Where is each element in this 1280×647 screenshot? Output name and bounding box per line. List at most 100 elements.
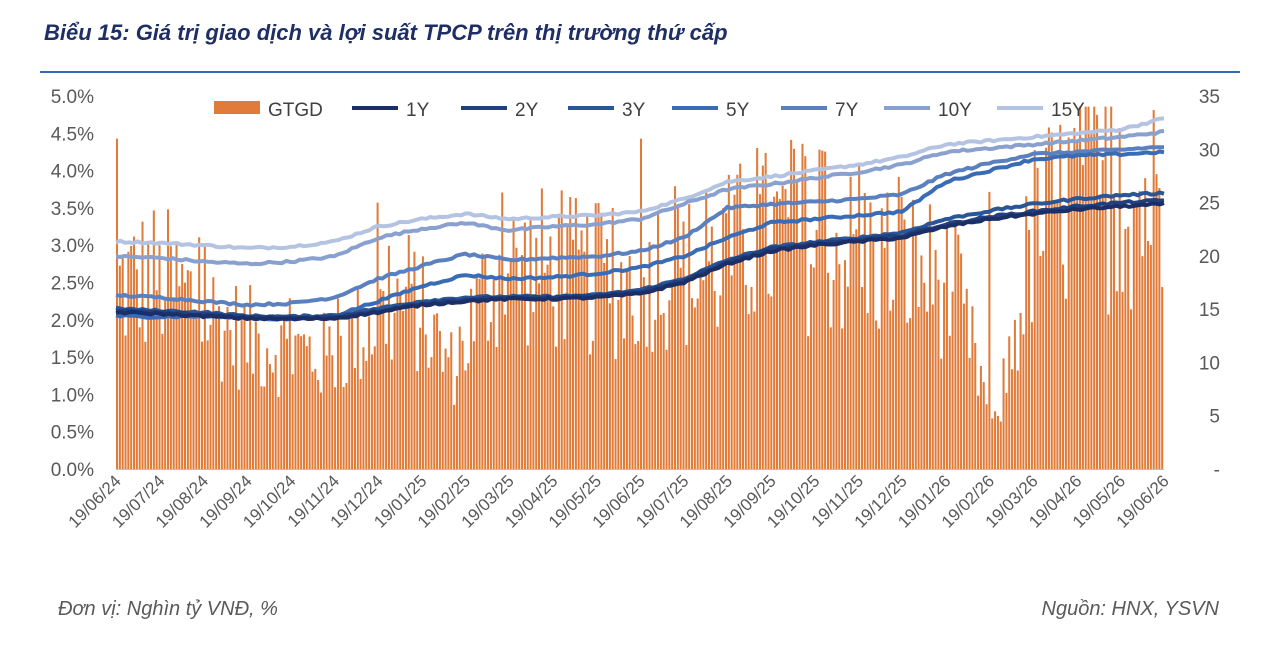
bar-gtgd <box>144 341 147 469</box>
unit-note: Đơn vị: Nghìn tỷ VNĐ, % <box>58 598 278 620</box>
bar-gtgd <box>784 189 787 470</box>
bar-gtgd <box>736 174 739 469</box>
bar-gtgd <box>436 313 439 469</box>
y-right-tick-label: - <box>1214 460 1220 481</box>
bar-gtgd <box>178 286 181 469</box>
bar-gtgd <box>829 327 832 469</box>
bar-gtgd <box>580 230 583 469</box>
bar-gtgd <box>430 357 433 469</box>
bar-gtgd <box>489 322 492 469</box>
legend-swatch-gtgd <box>214 101 260 114</box>
bar-gtgd <box>1127 226 1130 469</box>
bar-gtgd <box>484 255 487 469</box>
bar-gtgd <box>688 204 691 469</box>
bar-gtgd <box>121 257 124 469</box>
bar-gtgd <box>926 311 929 469</box>
bar-gtgd <box>1062 264 1065 469</box>
bar-gtgd <box>387 245 390 469</box>
line-10y <box>115 128 1165 267</box>
bar-gtgd <box>1096 114 1099 470</box>
bar-gtgd <box>198 237 201 469</box>
bar-gtgd <box>900 196 903 469</box>
bar-gtgd <box>368 316 371 469</box>
bar-gtgd <box>977 395 980 469</box>
bar-gtgd <box>758 194 761 469</box>
bar-gtgd <box>1113 193 1116 469</box>
bar-gtgd <box>1056 202 1059 469</box>
bar-gtgd <box>155 290 158 469</box>
bar-gtgd <box>532 312 535 469</box>
bar-gtgd <box>540 188 543 469</box>
bar-gtgd <box>166 209 170 469</box>
bar-gtgd <box>1144 178 1147 469</box>
bar-gtgd <box>141 221 144 469</box>
bar-gtgd <box>623 338 626 469</box>
bar-gtgd <box>455 376 458 469</box>
bar-gtgd <box>181 264 184 469</box>
bar-gtgd <box>1104 106 1107 469</box>
bar-gtgd <box>481 253 484 469</box>
bar-gtgd <box>515 247 518 469</box>
bar-gtgd <box>945 222 948 469</box>
bar-gtgd <box>730 275 733 469</box>
bar-gtgd <box>266 348 269 469</box>
title-divider <box>40 71 1240 73</box>
bar-gtgd <box>880 208 883 470</box>
bar-gtgd <box>1053 203 1056 469</box>
bar-gtgd <box>710 226 713 469</box>
bar-gtgd <box>741 229 745 469</box>
bar-gtgd <box>393 312 396 469</box>
bar-gtgd <box>841 328 844 469</box>
bar-gtgd <box>203 243 206 469</box>
bar-gtgd <box>495 346 498 469</box>
bar-gtgd <box>365 360 368 469</box>
bar-gtgd <box>356 286 359 469</box>
bar-gtgd <box>538 283 541 469</box>
bar-gtgd <box>1115 291 1118 469</box>
bar-gtgd <box>410 283 413 469</box>
bar-gtgd <box>801 143 804 470</box>
source-note: Nguồn: HNX, YSVN <box>1041 598 1220 620</box>
bar-gtgd <box>172 297 175 469</box>
bar-gtgd <box>470 288 473 469</box>
bar-gtgd <box>665 349 668 469</box>
bar-gtgd <box>775 191 778 469</box>
bar-gtgd <box>923 282 926 469</box>
bar-gtgd <box>183 282 187 469</box>
bar-gtgd <box>753 311 756 469</box>
bar-gtgd <box>263 386 266 469</box>
bar-gtgd <box>744 284 747 469</box>
bar-gtgd <box>518 300 521 469</box>
bar-gtgd <box>572 239 575 469</box>
bar-gtgd <box>467 363 470 469</box>
bar-gtgd <box>713 291 716 469</box>
bar-gtgd <box>934 249 937 469</box>
bar-gtgd <box>600 215 603 469</box>
bar-gtgd <box>1124 228 1127 469</box>
bar-gtgd <box>597 203 600 469</box>
bar-gtgd <box>421 256 424 469</box>
bar-gtgd <box>696 298 699 469</box>
bar-gtgd <box>1155 174 1158 469</box>
bar-gtgd <box>334 387 337 469</box>
y-left-tick-label: 0.0% <box>51 460 94 481</box>
bar-gtgd <box>863 192 866 469</box>
bar-gtgd <box>509 260 512 469</box>
bar-gtgd <box>982 382 985 469</box>
bar-gtgd <box>158 245 161 469</box>
bar-gtgd <box>285 338 288 469</box>
bar-gtgd <box>869 202 872 470</box>
bar-gtgd <box>317 379 320 469</box>
bar-gtgd <box>1147 241 1150 469</box>
bar-gtgd <box>662 313 665 469</box>
bar-gtgd <box>640 138 643 469</box>
bar-gtgd <box>761 165 764 469</box>
bar-gtgd <box>311 371 314 469</box>
bar-gtgd <box>1070 150 1073 469</box>
bar-gtgd <box>1022 334 1025 469</box>
bar-gtgd <box>824 151 827 469</box>
bar-gtgd <box>1028 229 1031 469</box>
y-left-tick-label: 3.0% <box>51 236 94 257</box>
bar-gtgd <box>852 234 855 469</box>
